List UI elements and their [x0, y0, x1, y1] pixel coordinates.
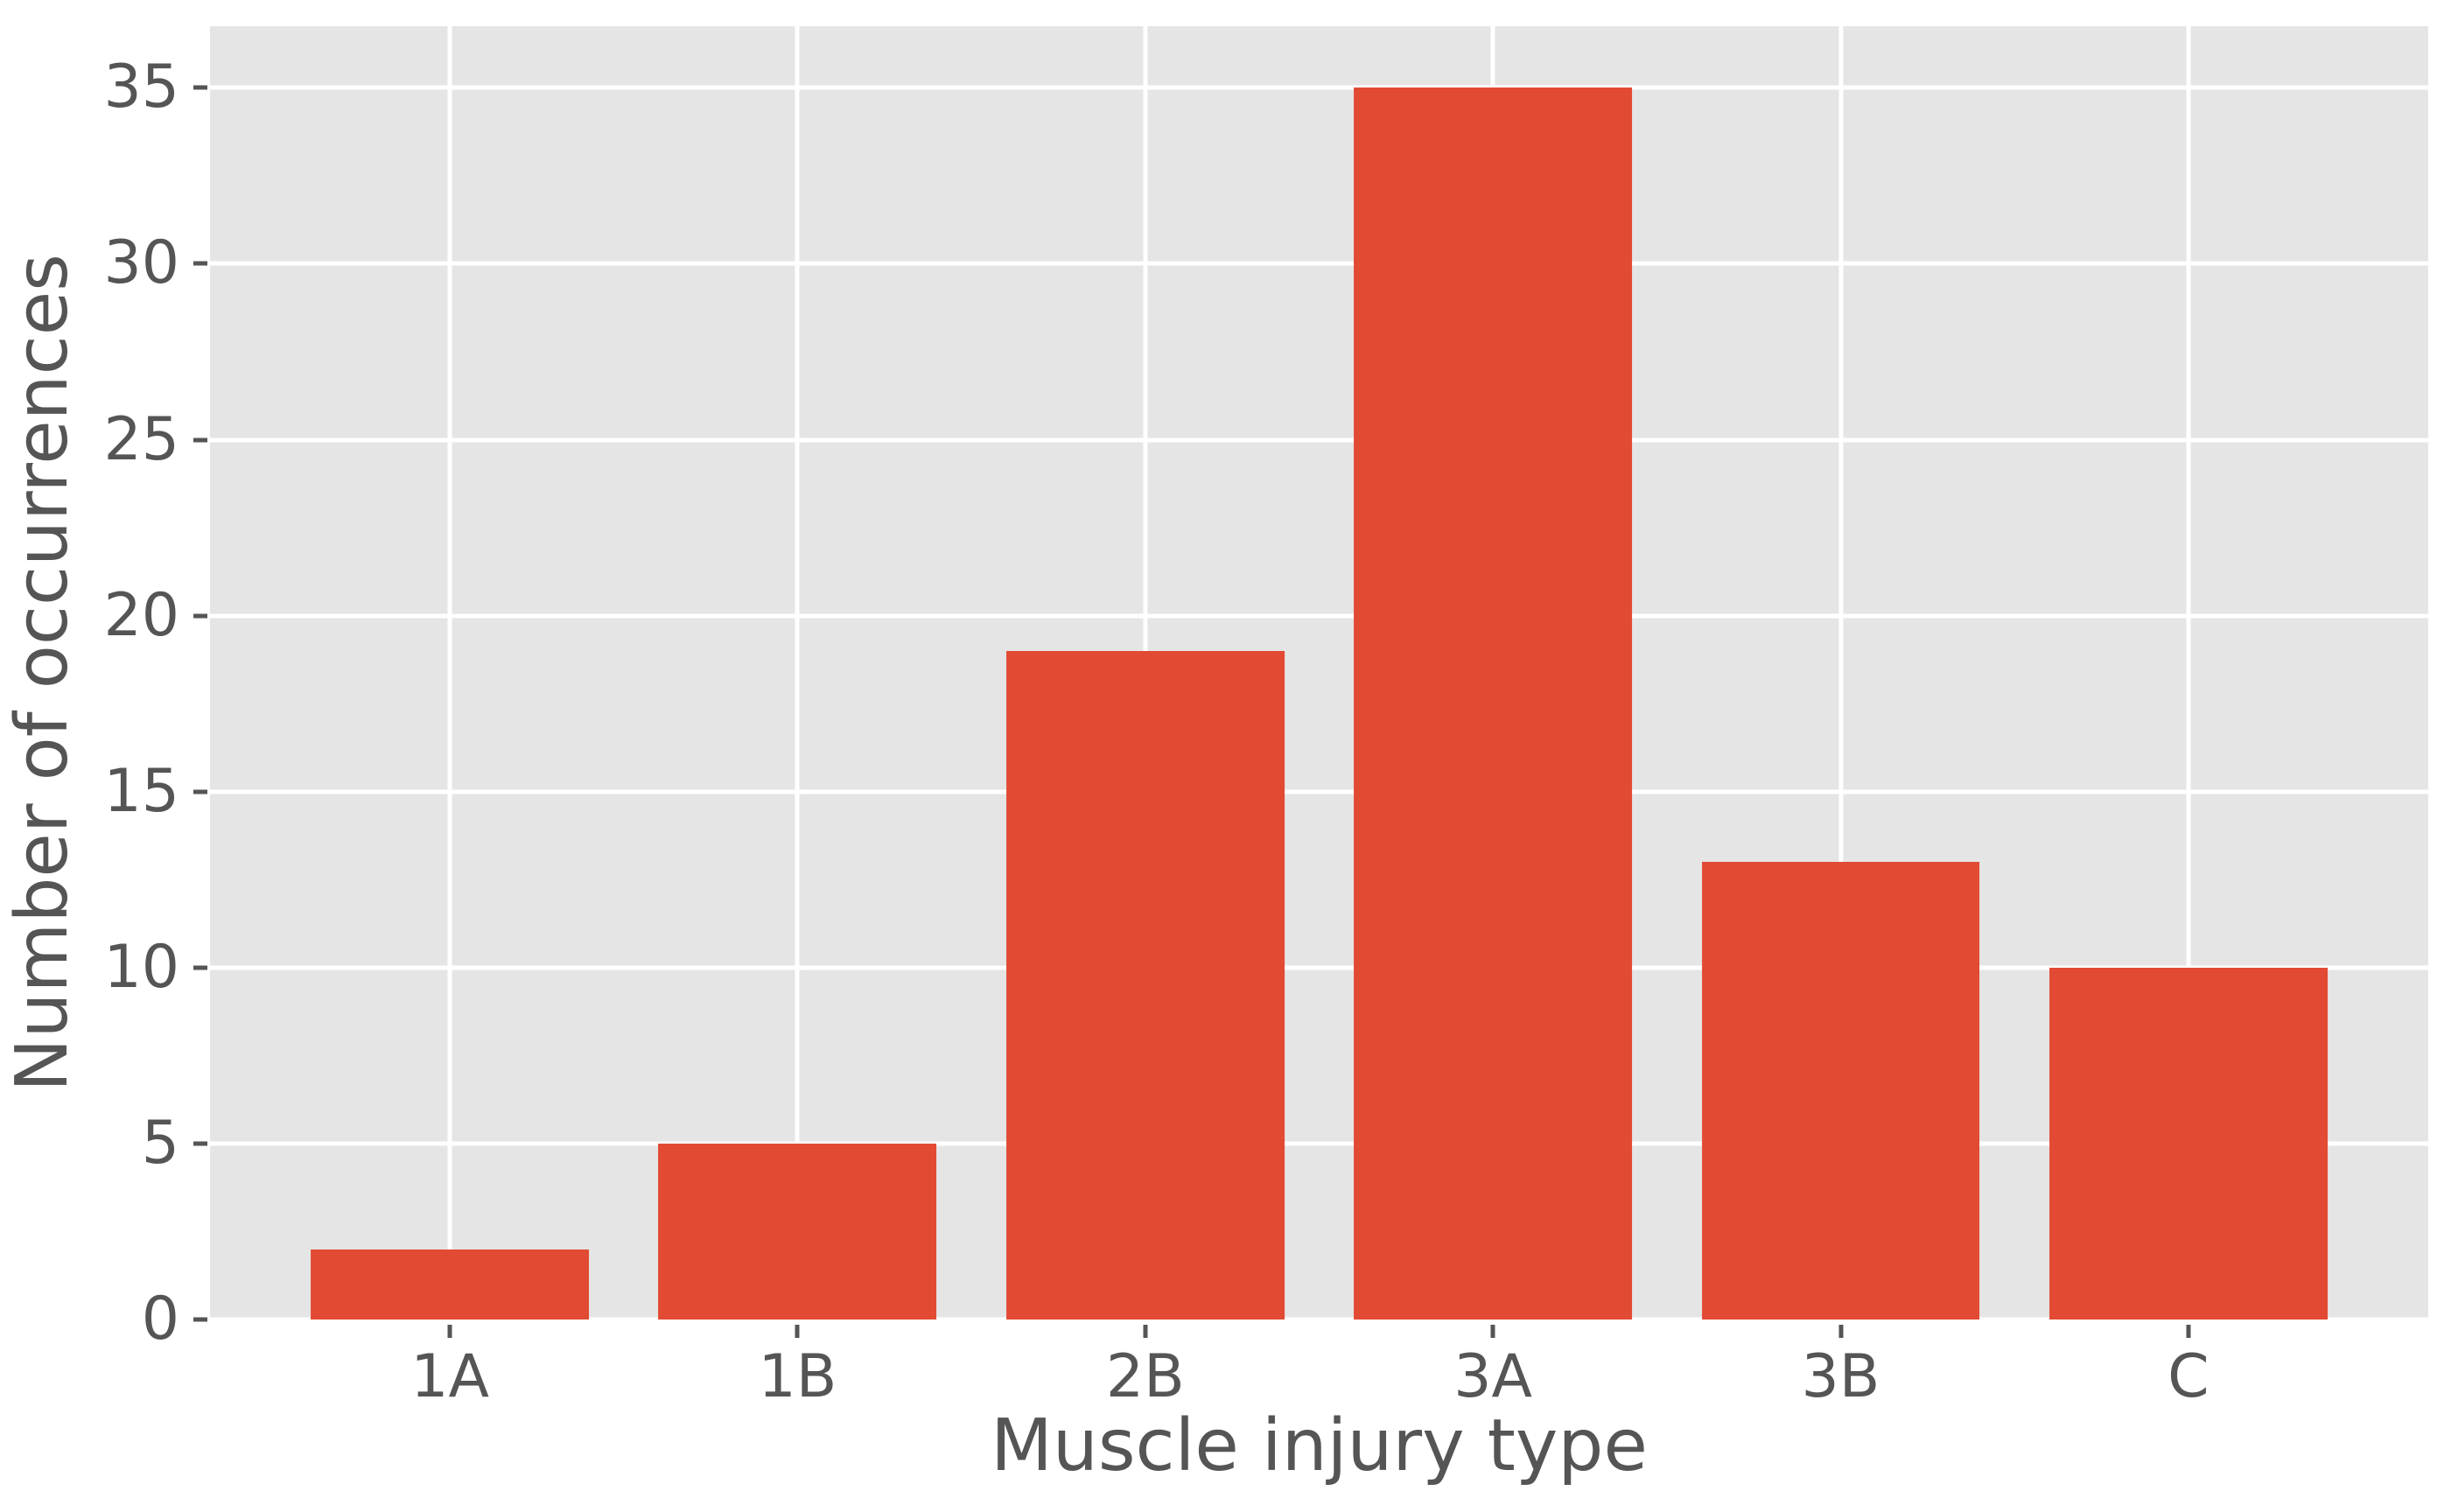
bar-3A [1354, 88, 1633, 1320]
y-gridline [210, 789, 2428, 794]
y-axis-label: Number of occurrences [1, 254, 84, 1092]
bar-3B [1701, 862, 1980, 1320]
y-tick-mark [193, 965, 207, 970]
x-gridline [447, 26, 452, 1320]
y-gridline [210, 613, 2428, 619]
y-tick-label: 35 [103, 52, 179, 122]
x-tick-label: 2B [1105, 1342, 1185, 1411]
x-tick-label: 3A [1453, 1342, 1533, 1411]
x-gridline [1838, 26, 1843, 1320]
bar-1A [311, 1249, 590, 1320]
x-axis-label: Muscle injury type [991, 1404, 1648, 1488]
y-tick-label: 15 [103, 756, 179, 826]
x-tick-mark [447, 1325, 452, 1338]
y-tick-label: 20 [103, 580, 179, 650]
y-tick-mark [193, 85, 207, 90]
y-gridline [210, 1141, 2428, 1146]
y-tick-label: 0 [141, 1284, 179, 1354]
bar-1B [658, 1143, 937, 1320]
x-ticks-layer: 1A 1B 2B 3A 3B C [210, 26, 2428, 1407]
bar-C [2048, 967, 2328, 1320]
y-tick-mark [193, 261, 207, 266]
y-gridline [210, 438, 2428, 443]
y-ticks-layer: 0 5 10 15 20 25 30 35 [103, 26, 2428, 1349]
x-tick-mark [1838, 1325, 1843, 1338]
y-gridline [210, 965, 2428, 970]
y-gridline [210, 261, 2428, 266]
y-gridline [210, 85, 2428, 90]
x-gridline [2186, 26, 2191, 1320]
x-tick-mark [1143, 1325, 1148, 1338]
y-tick-label: 10 [103, 932, 179, 1002]
x-tick-mark [795, 1325, 800, 1338]
y-tick-mark [193, 438, 207, 443]
x-tick-label: C [2167, 1342, 2209, 1411]
plot-area: 0 5 10 15 20 25 30 35 1A 1B 2B 3A 3B C [103, 26, 2428, 1407]
x-gridline [795, 26, 800, 1320]
x-tick-label: 1B [758, 1342, 837, 1411]
y-gridline [210, 1317, 2428, 1322]
y-tick-mark [193, 1317, 207, 1322]
bar-2B [1005, 650, 1285, 1320]
gridlines-layer [210, 26, 2428, 1322]
x-tick-label: 1A [410, 1342, 490, 1411]
x-tick-mark [2186, 1325, 2191, 1338]
y-tick-label: 30 [103, 228, 179, 298]
bars-layer [210, 26, 2428, 1320]
x-tick-label: 3B [1801, 1342, 1880, 1411]
y-tick-label: 25 [103, 404, 179, 474]
y-tick-label: 5 [141, 1108, 179, 1178]
x-tick-mark [1490, 1325, 1495, 1338]
y-tick-mark [193, 1141, 207, 1146]
y-tick-mark [193, 789, 207, 794]
y-tick-mark [193, 613, 207, 619]
